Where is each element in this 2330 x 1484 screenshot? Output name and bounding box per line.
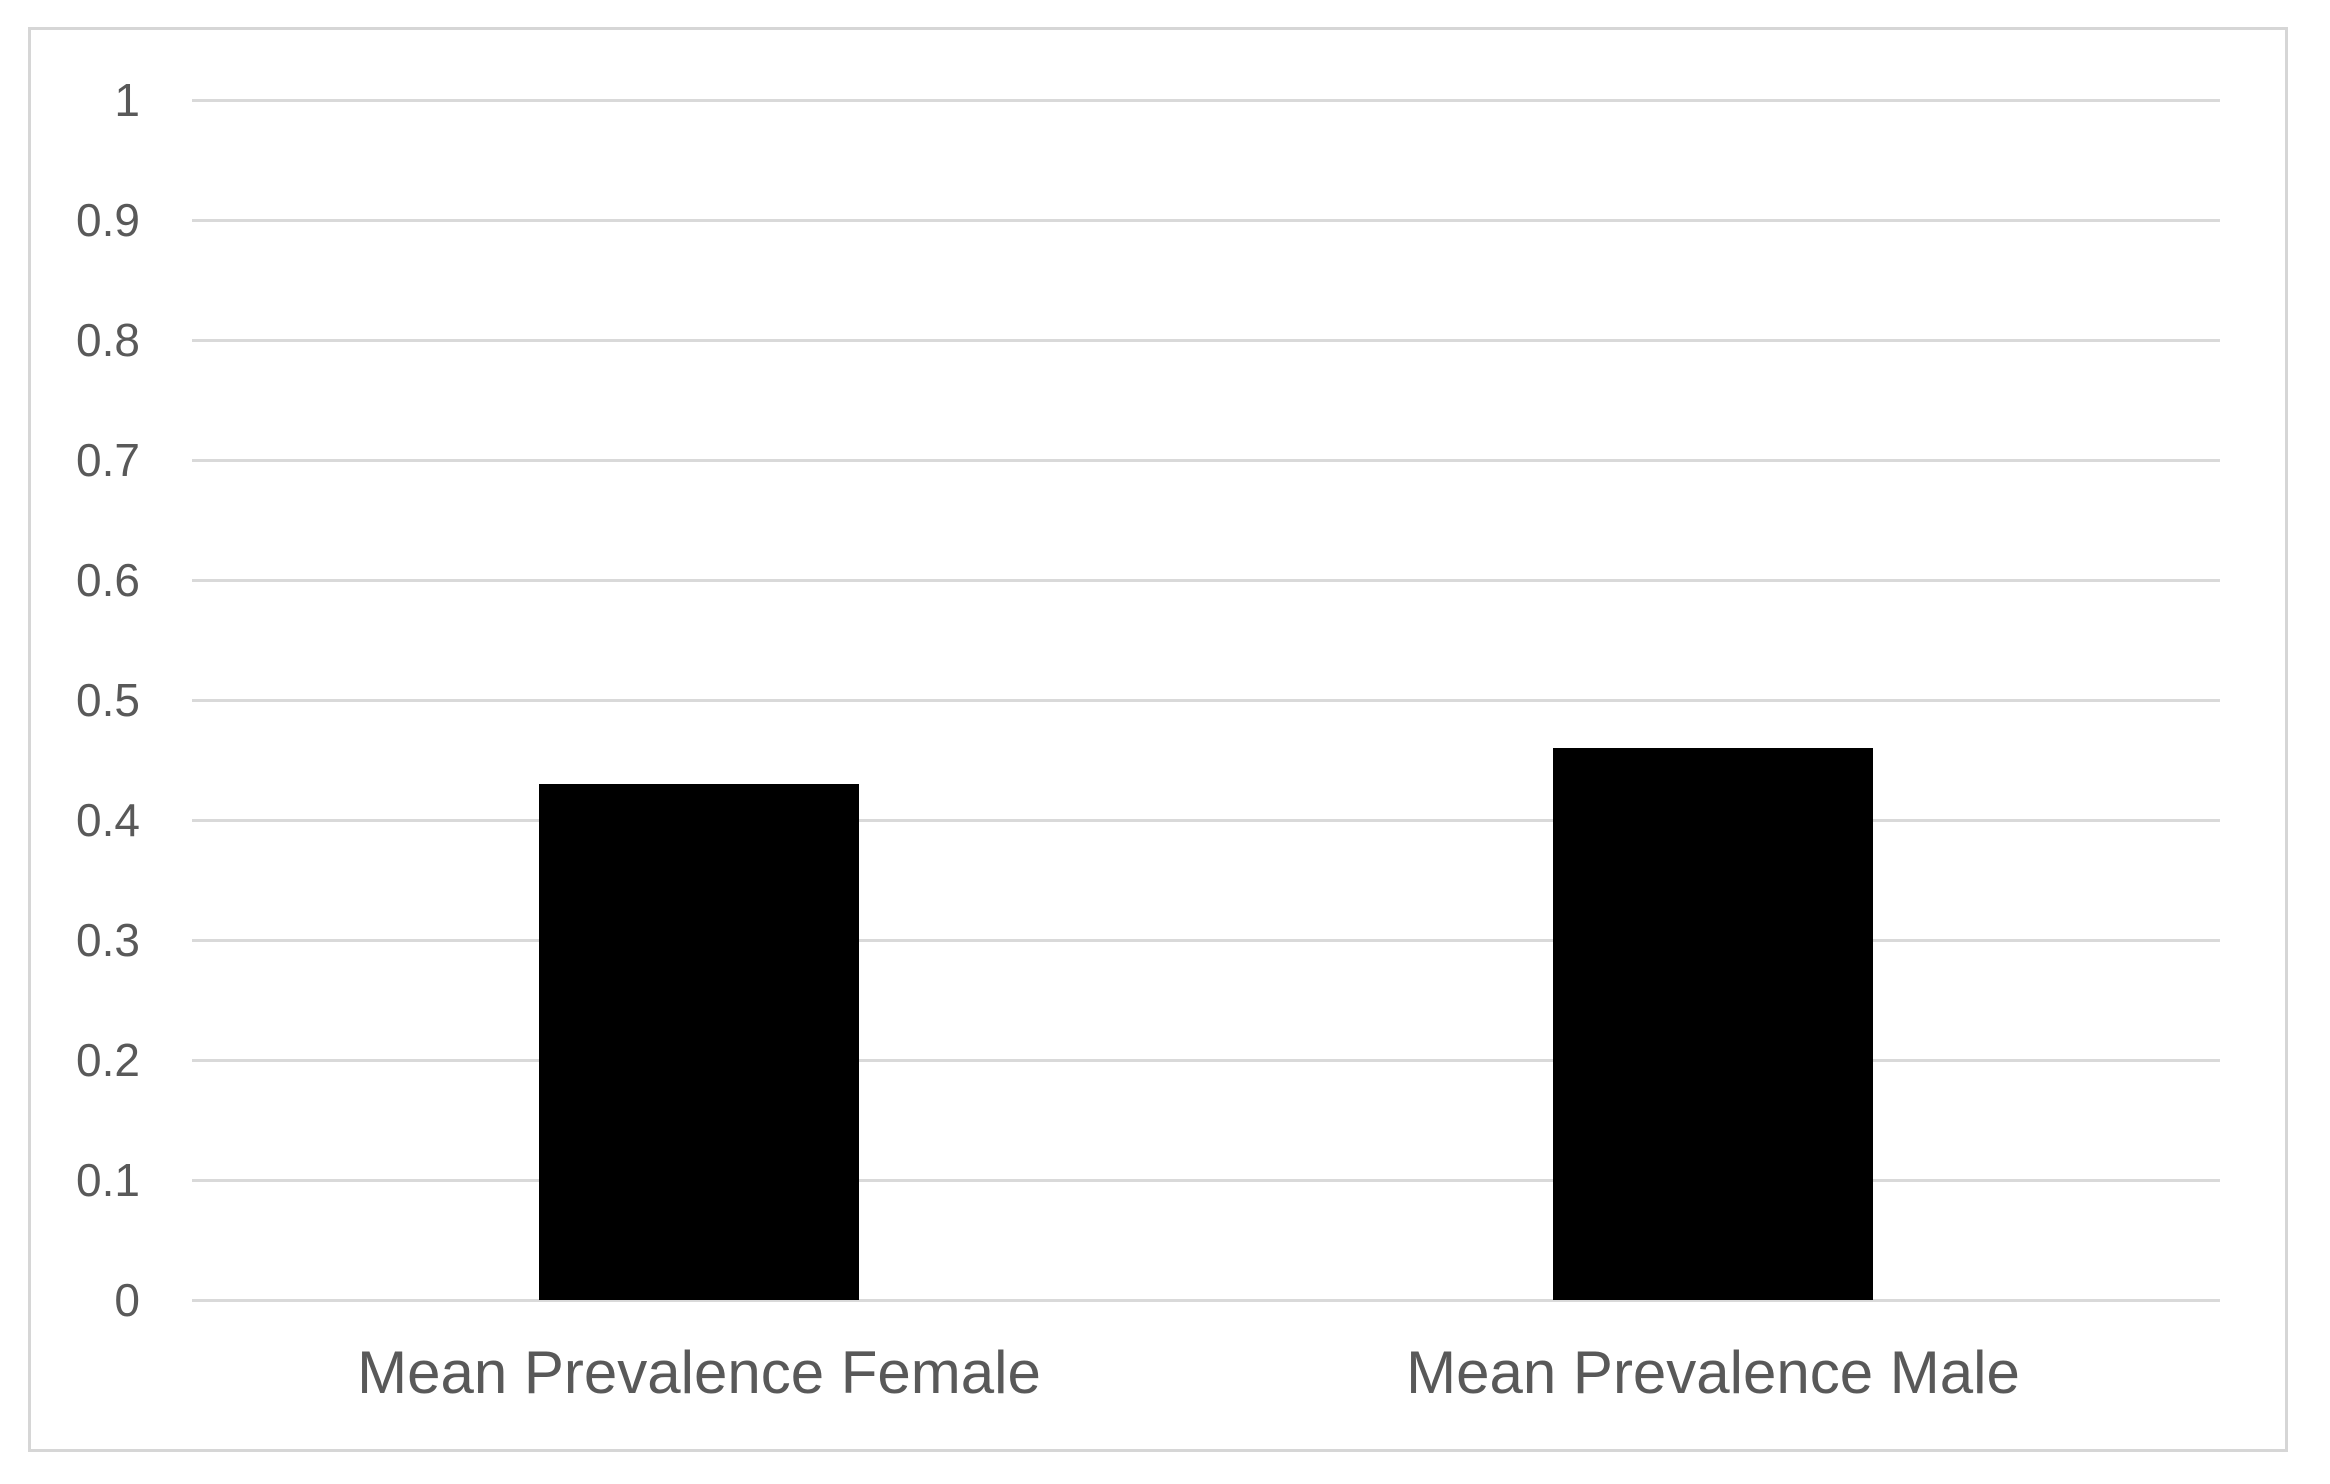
x-axis-category-label-mean-prevalence-female: Mean Prevalence Female: [357, 1339, 1041, 1406]
y-axis-tick-label: 1: [114, 74, 140, 126]
bar-mean-prevalence-male: [1553, 748, 1873, 1300]
gridline-y-0.2: [192, 1059, 2220, 1062]
y-axis-tick-label: 0: [114, 1274, 140, 1326]
y-axis-tick-label: 0.9: [76, 194, 140, 246]
chart-frame: [28, 27, 2288, 1452]
gridline-y-0.4: [192, 819, 2220, 822]
gridline-y-0.6: [192, 579, 2220, 582]
gridline-y-0.7: [192, 459, 2220, 462]
gridline-y-0.5: [192, 699, 2220, 702]
y-axis-tick-label: 0.4: [76, 794, 140, 846]
gridline-y-0.3: [192, 939, 2220, 942]
y-axis-tick-label: 0.5: [76, 674, 140, 726]
gridline-y-0: [192, 1299, 2220, 1302]
gridline-y-1: [192, 99, 2220, 102]
y-axis-tick-label: 0.7: [76, 434, 140, 486]
y-axis-tick-label: 0.2: [76, 1034, 140, 1086]
y-axis-tick-label: 0.6: [76, 554, 140, 606]
x-axis-category-label-mean-prevalence-male: Mean Prevalence Male: [1406, 1339, 2020, 1406]
gridline-y-0.1: [192, 1179, 2220, 1182]
y-axis-tick-label: 0.1: [76, 1154, 140, 1206]
y-axis-tick-label: 0.8: [76, 314, 140, 366]
y-axis-tick-label: 0.3: [76, 914, 140, 966]
gridline-y-0.8: [192, 339, 2220, 342]
gridline-y-0.9: [192, 219, 2220, 222]
bar-mean-prevalence-female: [539, 784, 859, 1300]
